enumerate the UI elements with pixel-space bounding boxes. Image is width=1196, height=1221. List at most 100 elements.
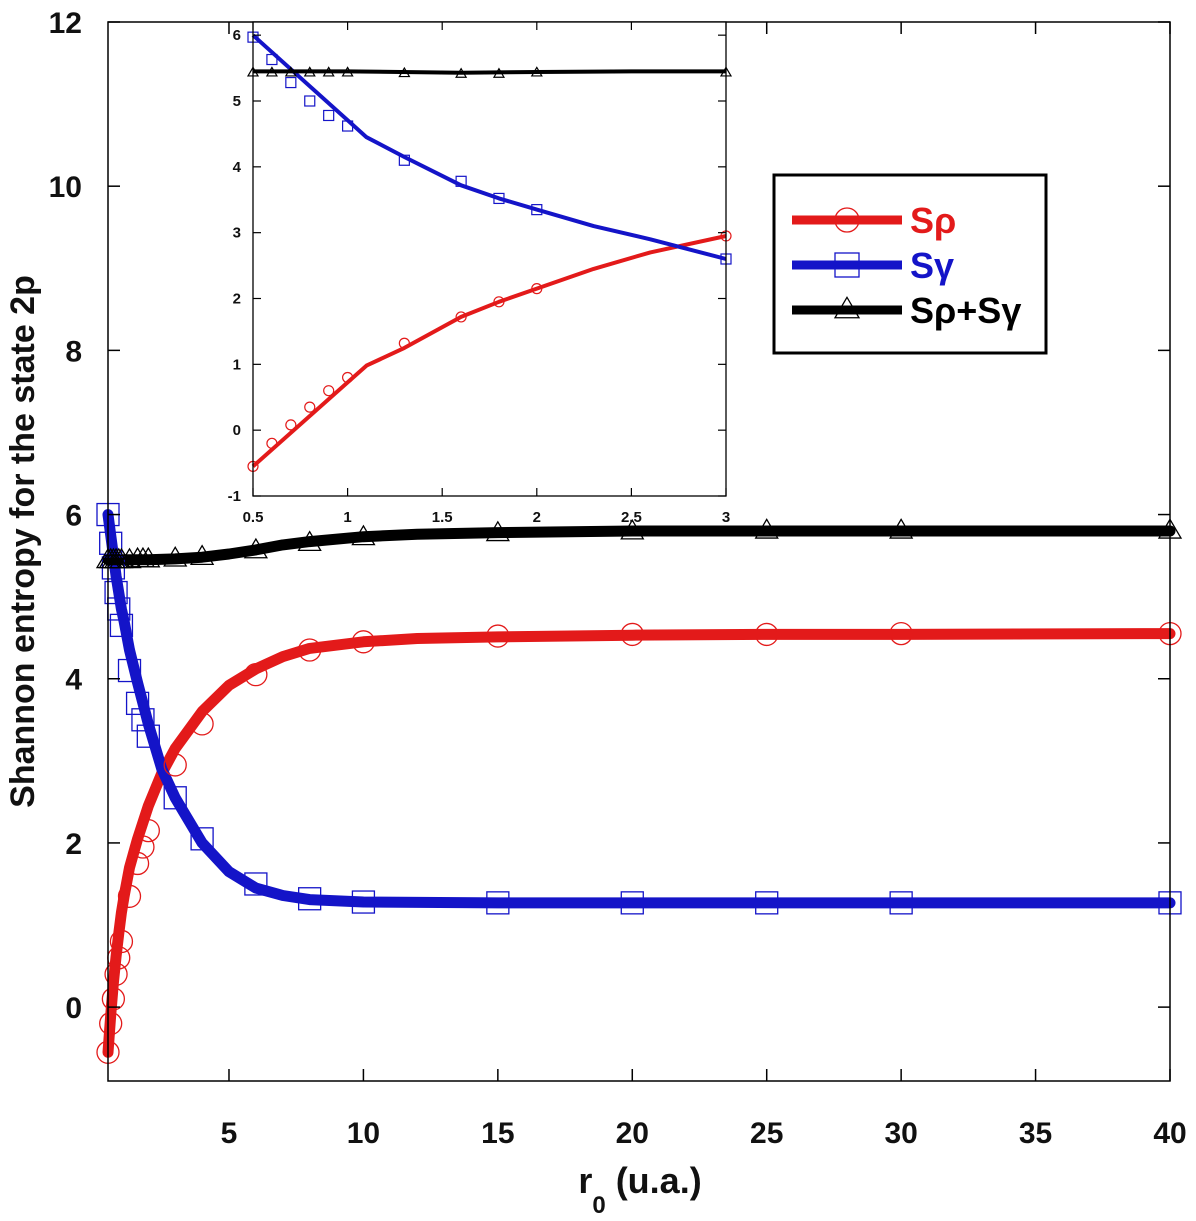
inset-series-0-point [455,311,467,323]
inset-y-tick-label: 2 [233,291,241,308]
main-series-1-point [297,887,322,911]
y-axis-title: Shannon entropy for the state 2p [4,275,42,808]
main-x-tick-label: 20 [616,1117,649,1150]
inset-series-2-point [398,66,411,78]
main-series-0-point [351,630,376,654]
inset-y-tick-label: 1 [233,356,241,373]
inset-y-tick-label: 3 [233,225,241,242]
x-axis-title-unit: (u.a.) [606,1160,702,1201]
inset-y-tick-label: 4 [233,159,242,176]
inset-plot-frame [252,21,727,497]
x-axis-title-main: r [578,1160,592,1201]
inset-y-tick-label: 0 [233,422,241,439]
inset-y-tick-label: -1 [228,488,241,505]
inset-plot: 0.5 1 1.5 2 2.5 3 -1 0 1 2 3 4 5 6 [228,21,733,526]
main-y-tick-label: 8 [65,335,82,368]
main-series-0-point [101,987,126,1011]
main-series-1-point [125,691,150,716]
main-series-2-point [136,546,161,568]
legend-swatch-marker [833,296,861,319]
inset-series-2-point [341,66,354,77]
inset-series-1-point [285,76,297,89]
inset-series-0-point [531,283,543,295]
inset-series-0-point [398,337,410,349]
main-series-0-point [620,622,644,647]
main-series-1-point [620,891,644,915]
main-x-tick-label: 25 [750,1117,783,1150]
main-series-1-point [136,724,160,748]
inset-series-1-point [455,175,467,187]
main-series-1-point [244,872,268,896]
main-series-0-point [190,712,214,736]
main-series-0-point [297,638,322,662]
main-series-line-1 [102,509,1176,909]
main-series-line-2 [102,525,1176,566]
inset-series-line-1 [251,33,727,261]
main-series-2-point [117,547,142,569]
inset-series-2-point [492,67,506,78]
legend-item-label: Sρ [910,200,956,241]
x-axis-title-subscript: 0 [592,1192,605,1219]
inset-series-0-point [342,371,354,384]
main-y-tick-label: 10 [49,171,82,204]
main-series-2-point [163,546,188,567]
main-y-tick-label: 2 [65,828,82,861]
inset-series-1-point [398,154,410,166]
inset-series-2-point [284,66,297,77]
inset-series-1-point [493,192,505,205]
inset-series-2-point [303,66,316,77]
main-series-0-point [117,884,142,908]
main-series-2-point [351,524,376,546]
inset-x-tick-label: 1 [343,509,351,526]
inset-series-0-point [285,419,297,431]
inset-series-0-point [304,401,316,413]
main-y-tick-label: 4 [65,664,82,697]
main-series-line-0 [102,628,1176,1058]
main-y-tick-label: 6 [65,500,82,533]
main-x-tick-label: 35 [1019,1117,1052,1150]
main-series-1-point [131,708,155,732]
main-series-0-point [244,662,268,687]
main-series-2-point [485,520,510,542]
inset-series-1-point [531,204,543,216]
legend-swatch-marker [834,252,860,278]
inset-series-2-point [322,66,335,77]
inset-series-0-point [493,296,505,308]
main-series-0-point [125,851,150,876]
main-series-1-point [163,786,187,810]
main-series-0-point [486,624,510,648]
main-y-tick-label: 0 [65,992,82,1025]
inset-series-2-point [455,67,468,78]
main-x-tick-label: 40 [1153,1117,1186,1150]
main-series-2-point [243,537,269,559]
legend-item-label: Sρ+Sγ [910,290,1021,331]
inset-x-tick-label: 1.5 [432,509,453,526]
main-series-0-point [163,753,187,777]
main-x-tick-label: 30 [884,1117,917,1150]
main-series-1-point [351,890,376,914]
inset-series-1-point [342,120,354,132]
inset-y-tick-label: 6 [233,27,241,44]
main-series-2-point [754,518,779,539]
inset-series-0-point [266,437,278,449]
main-series-1-point [117,658,142,683]
main-x-tick-label: 15 [481,1117,514,1150]
main-series-1-point [486,891,510,915]
inset-series-1-point [266,53,278,66]
main-series-0-point [109,929,134,954]
legend-swatch-marker [834,207,860,233]
inset-series-2-point [530,66,543,77]
main-x-tick-label: 10 [347,1117,380,1150]
main-x-tick-label: 5 [221,1117,238,1150]
main-series-2-point [297,530,322,552]
legend-item-label: Sγ [910,245,954,286]
main-series-2-point [889,518,914,539]
inset-series-line-0 [251,234,727,468]
main-series-0-point [131,835,155,859]
main-series-0-point [755,622,779,647]
main-y-tick-label: 12 [49,7,82,40]
inset-x-tick-label: 2 [533,509,541,526]
